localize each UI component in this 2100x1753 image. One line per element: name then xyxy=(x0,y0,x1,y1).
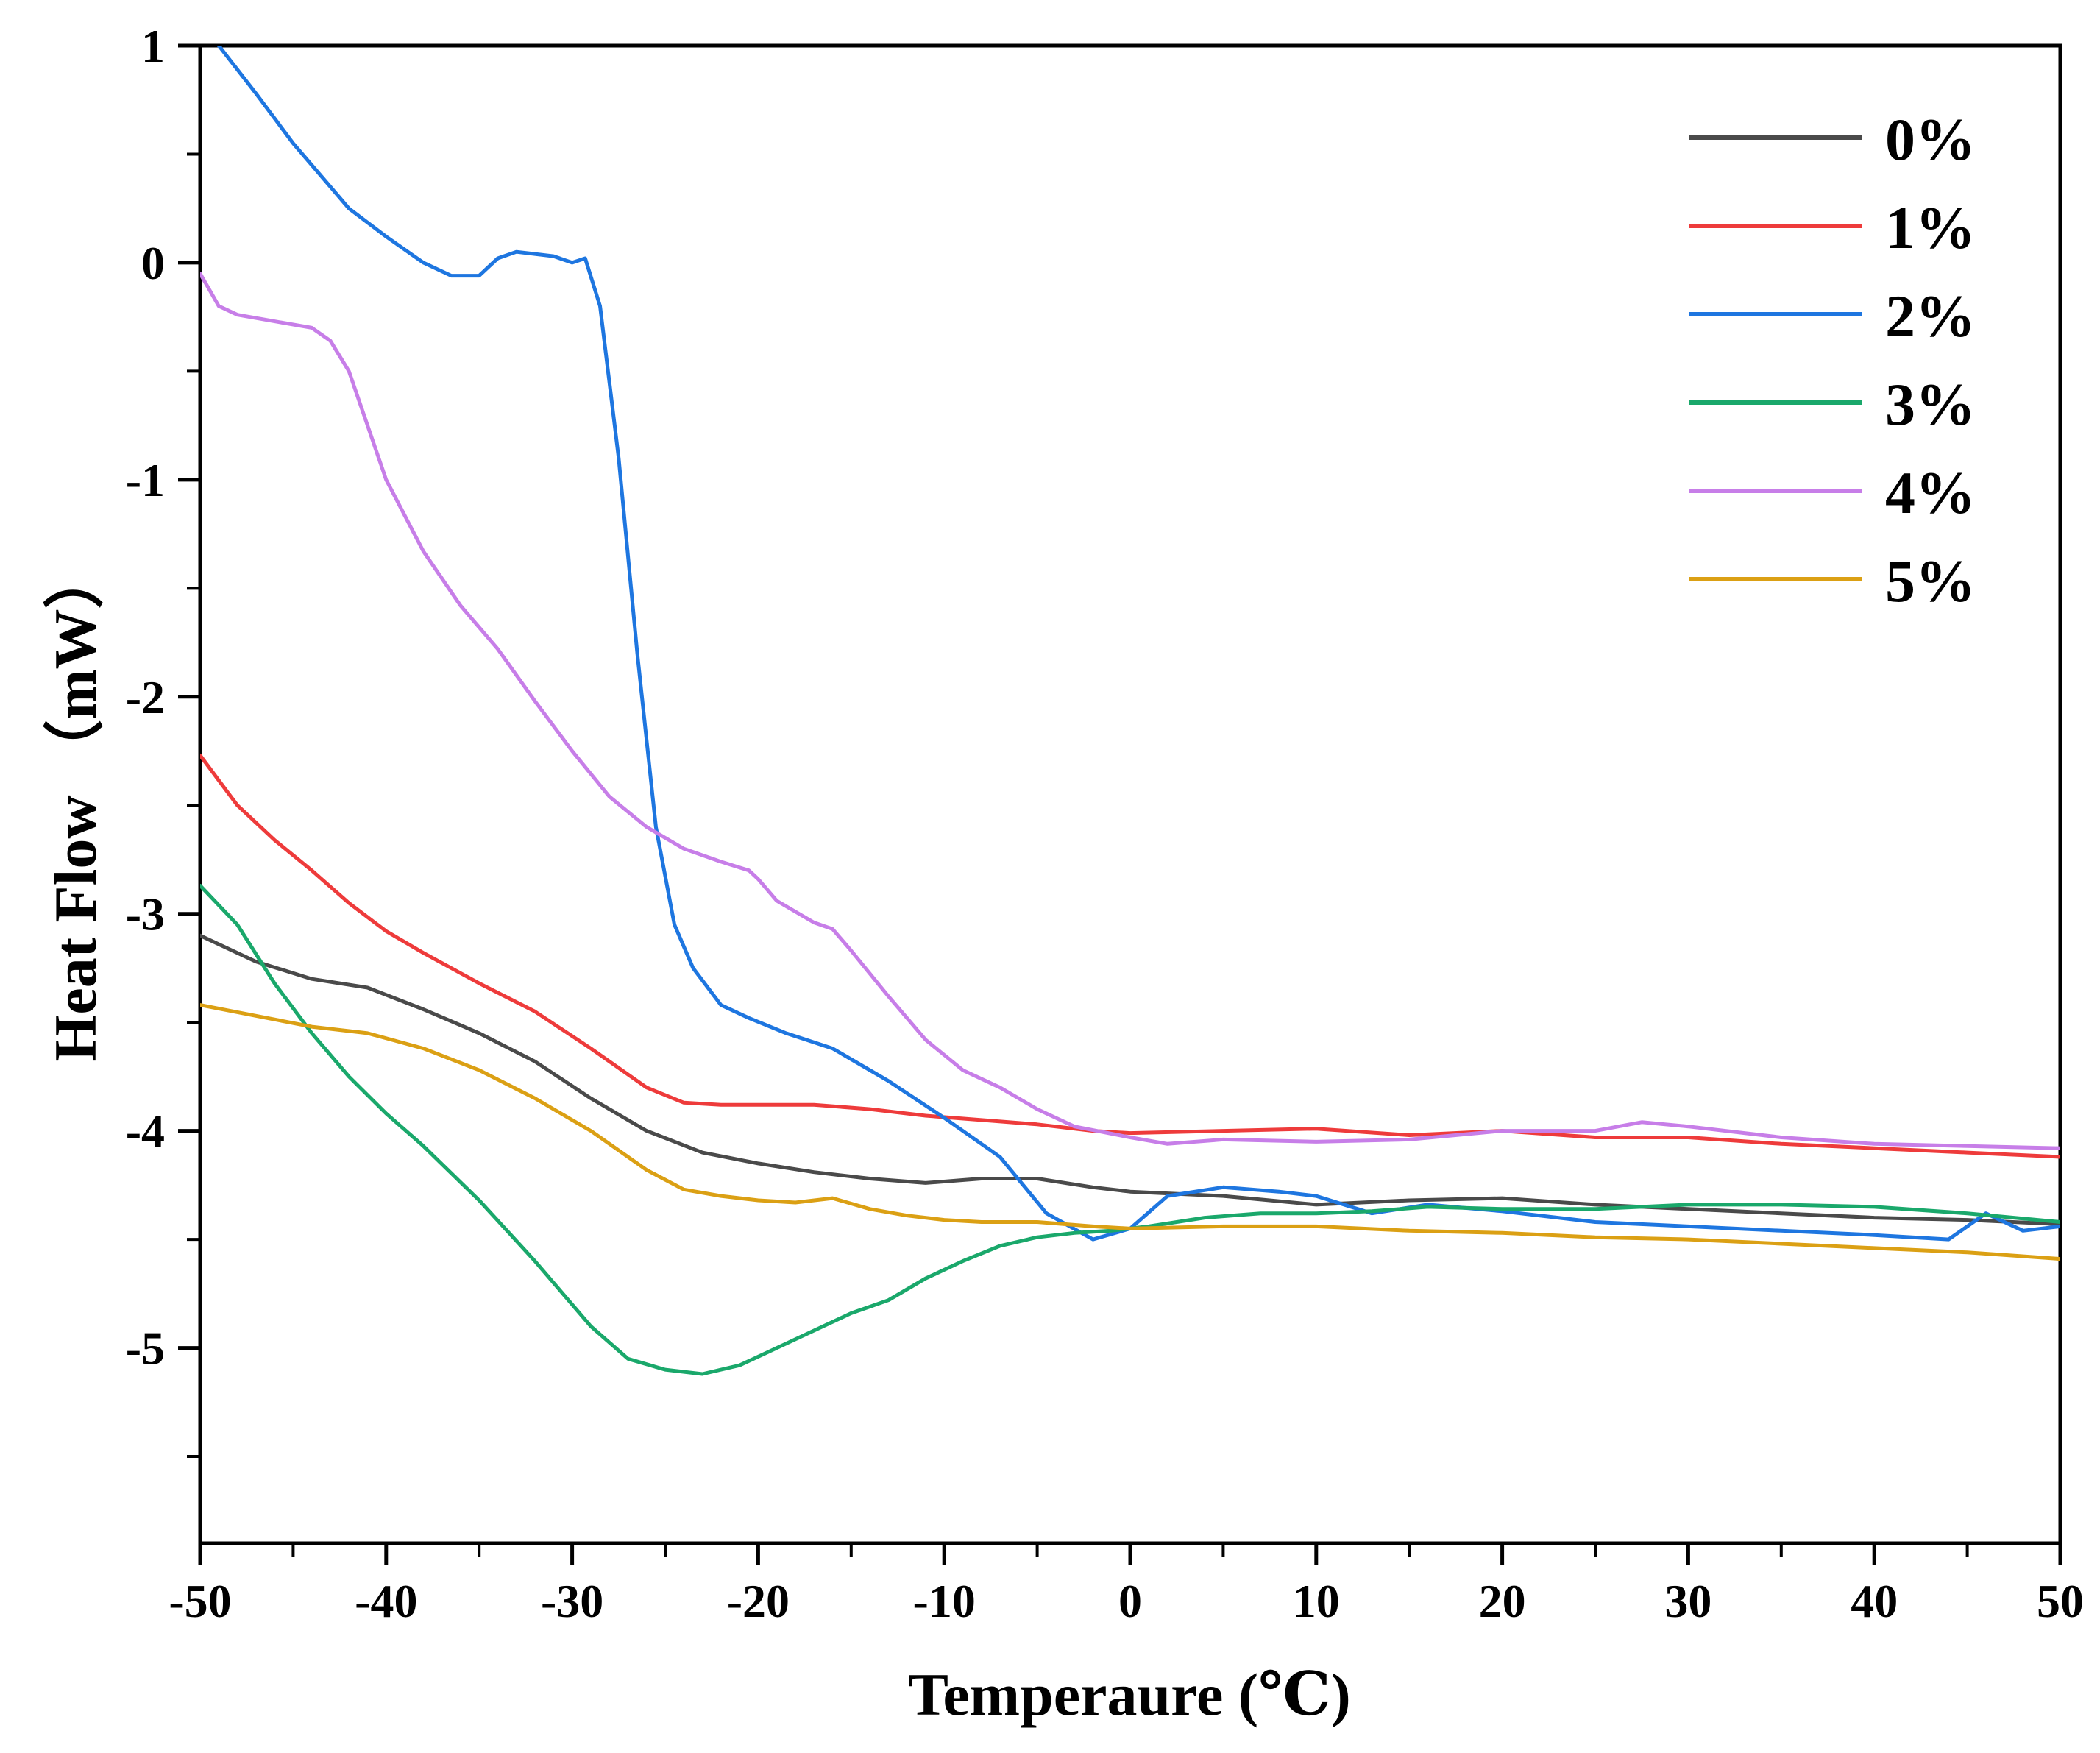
x-tick-label: 30 xyxy=(1664,1575,1711,1627)
series-line-0pct xyxy=(200,933,2060,1226)
y-tick-label: -2 xyxy=(126,671,165,723)
series-line-4pct xyxy=(200,272,2060,1150)
y-tick-label: -1 xyxy=(126,454,165,506)
x-axis-title: Temperaure (℃) xyxy=(908,1661,1351,1728)
y-tick-label: 1 xyxy=(141,20,165,72)
y-tick-label: -5 xyxy=(126,1322,165,1375)
x-tick-label: 50 xyxy=(2037,1575,2084,1627)
plot-frame xyxy=(198,43,2062,1545)
legend-label-3pct: 3% xyxy=(1885,371,1976,438)
legend-label-4pct: 4% xyxy=(1885,459,1976,526)
x-tick-label: -40 xyxy=(355,1575,417,1627)
series-line-1pct xyxy=(200,753,2060,1159)
series-layer xyxy=(200,46,2060,1376)
plot-area xyxy=(198,43,2062,1545)
legend-label-2pct: 2% xyxy=(1885,283,1976,350)
x-axis-ticks: -50 -40 -30 -20 -10 0 10 20 30 40 50 xyxy=(169,1543,2084,1627)
legend-label-0pct: 0% xyxy=(1885,106,1976,173)
series-line-5pct xyxy=(200,1003,2060,1261)
y-tick-label: -3 xyxy=(126,888,165,941)
series-line-2pct xyxy=(216,46,2060,1242)
y-axis-ticks: 1 0 -1 -2 -3 -4 -5 xyxy=(126,20,200,1459)
legend: 0% 1% 2% 3% 4% 5% xyxy=(1689,106,1976,615)
y-axis-title: Heat Flow （mW） xyxy=(42,549,109,1062)
series-line-3pct xyxy=(200,883,2060,1376)
x-tick-label: 0 xyxy=(1118,1575,1142,1627)
legend-label-1pct: 1% xyxy=(1885,194,1976,261)
x-tick-label: -10 xyxy=(913,1575,976,1627)
legend-label-5pct: 5% xyxy=(1885,548,1976,615)
y-tick-label: 0 xyxy=(141,237,165,289)
x-tick-label: -50 xyxy=(169,1575,231,1627)
x-tick-label: 20 xyxy=(1479,1575,1526,1627)
y-tick-label: -4 xyxy=(126,1105,165,1158)
x-tick-label: -30 xyxy=(541,1575,603,1627)
x-tick-label: 10 xyxy=(1293,1575,1340,1627)
x-tick-label: 40 xyxy=(1851,1575,1898,1627)
x-tick-label: -20 xyxy=(727,1575,790,1627)
